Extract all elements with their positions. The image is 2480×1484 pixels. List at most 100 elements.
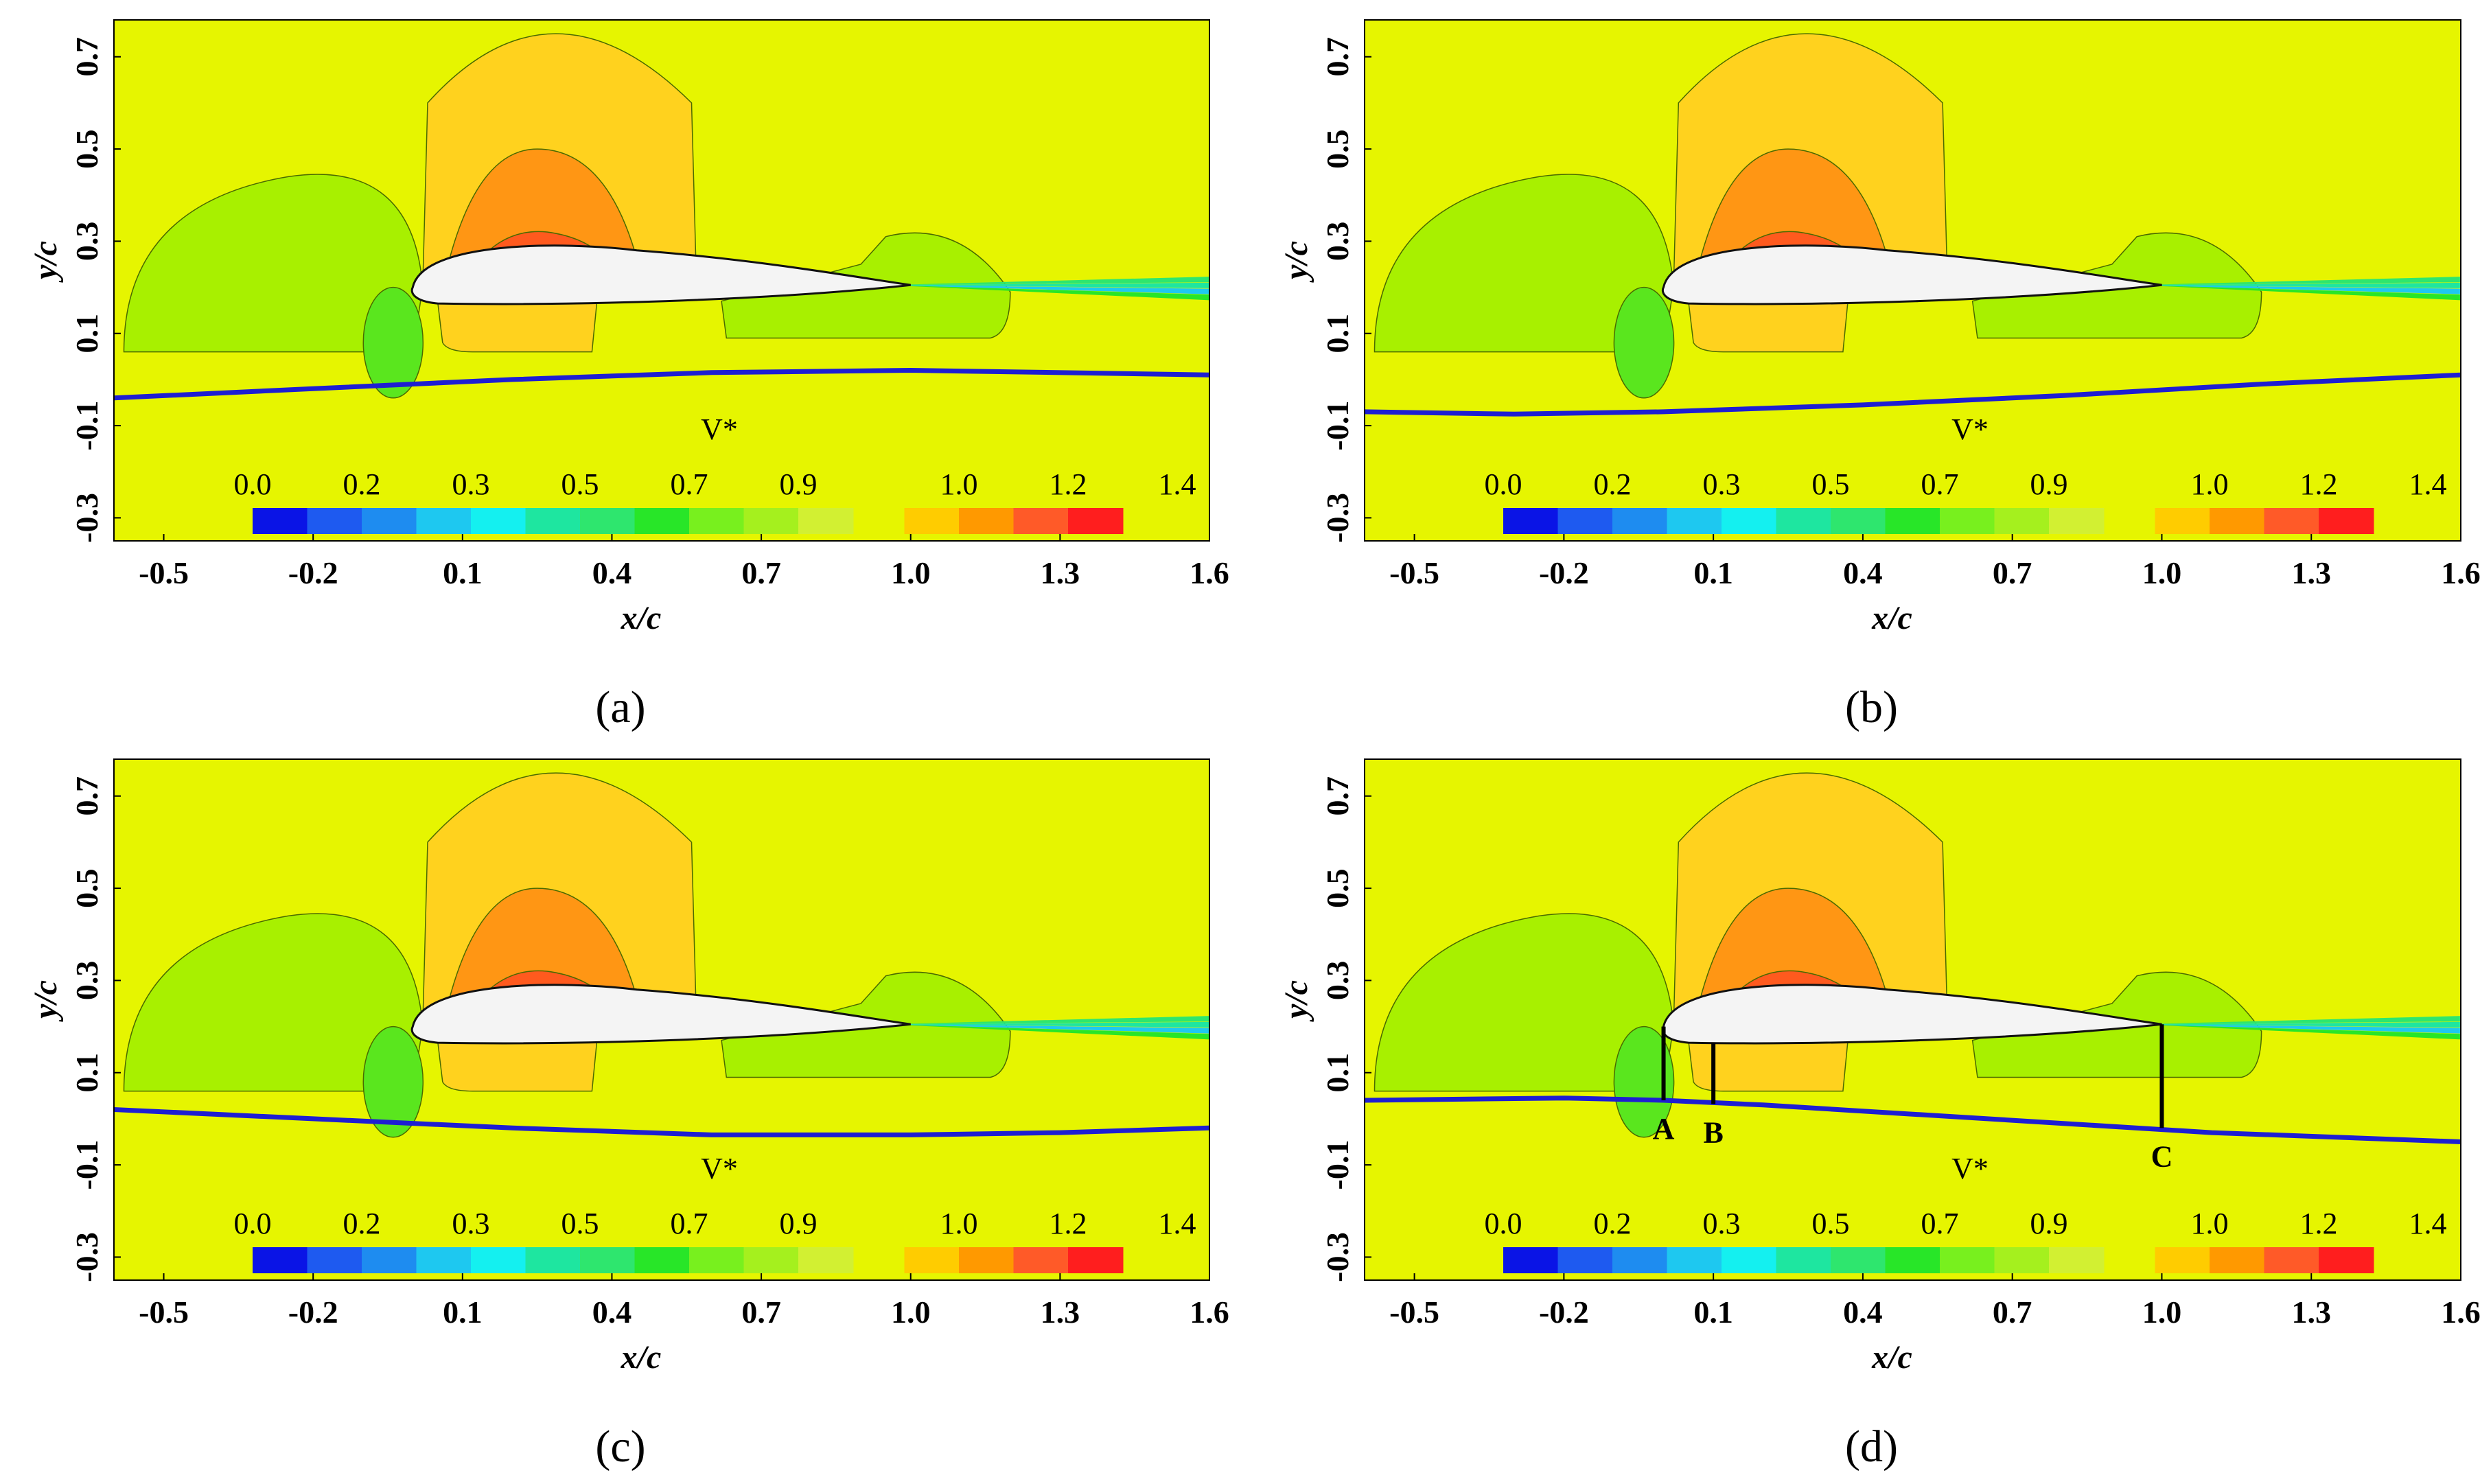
- y-axis-label: y/c: [27, 980, 64, 1022]
- contour-left-bubble: [123, 913, 424, 1092]
- colorbar-segment: [525, 1247, 581, 1273]
- wake-streak: [885, 1016, 1209, 1025]
- colorbar-tick-label: 0.3: [1703, 467, 1741, 501]
- colorbar-tick-label: 0.0: [1485, 467, 1522, 501]
- colorbar-title: V*: [701, 413, 738, 446]
- x-tick-label: 0.7: [1993, 555, 2032, 590]
- x-tick-label: 0.4: [592, 1295, 632, 1330]
- y-axis-label: y/c: [27, 241, 64, 283]
- colorbar-tick-label: 1.4: [1159, 467, 1196, 501]
- colorbar-segment: [904, 508, 960, 534]
- contour-field: [114, 20, 1209, 541]
- airfoil-shape: [410, 984, 911, 1045]
- colorbar-segment: [2049, 508, 2105, 534]
- colorbar-segment: [2210, 508, 2265, 534]
- wake-streak: [2137, 285, 2461, 301]
- y-tick-label: -0.3: [1320, 1232, 1355, 1282]
- x-tick-label: 1.6: [2441, 1295, 2480, 1330]
- y-tick-label: 0.1: [69, 314, 104, 353]
- colorbar-segment: [1722, 508, 1777, 534]
- wake-streak: [2137, 1024, 2461, 1040]
- colorbar-segment: [307, 508, 362, 534]
- y-axis-label: y/c: [1278, 980, 1314, 1022]
- surface-line: [1365, 1095, 2461, 1144]
- colorbar-segment: [1940, 508, 1995, 534]
- x-tick-label: -0.5: [1389, 555, 1439, 590]
- colorbar-segment: [1776, 508, 1831, 534]
- wake-streak: [2137, 1024, 2461, 1034]
- colorbar-tick-label: 1.2: [2300, 467, 2338, 501]
- colorbar-segment: [362, 508, 417, 534]
- y-tick-label: 0.7: [69, 37, 104, 77]
- contour-lower-block: [1687, 300, 1849, 353]
- wake-streak: [885, 1021, 1209, 1028]
- colorbar-tick-label: 0.5: [1812, 467, 1850, 501]
- surface-line: [1365, 372, 2461, 417]
- x-tick-label: 0.4: [592, 555, 632, 590]
- y-tick-label: 0.5: [69, 129, 104, 169]
- colorbar-tick-label: 1.2: [1050, 1207, 1087, 1240]
- plot-frame: [1364, 19, 2461, 542]
- colorbar-tick-label: 0.3: [452, 467, 490, 501]
- x-tick-label: 1.0: [891, 1295, 931, 1330]
- colorbar-tick-label: 0.2: [1594, 467, 1632, 501]
- x-tick-label: 0.1: [1693, 555, 1733, 590]
- colorbar-segment: [1013, 1247, 1069, 1273]
- colorbar-segment: [1831, 1247, 1886, 1273]
- colorbar-tick-label: 1.0: [940, 467, 978, 501]
- airfoil-shape: [410, 244, 911, 305]
- chart-panel-b: V* 0.0 0.2 0.3 0.5 0.7 0.9 1.0 1.2 1.4 -0.5 -0.2 0.1…: [1278, 19, 2480, 732]
- colorbar-tick-label: 0.7: [671, 1207, 708, 1240]
- colorbar-segment: [689, 508, 745, 534]
- colorbar-segment: [1503, 508, 1559, 534]
- colorbar-segment: [362, 1247, 417, 1273]
- panel-label: (b): [1845, 682, 1898, 732]
- x-tick-label: 1.0: [2142, 555, 2182, 590]
- x-tick-label: -0.5: [139, 1295, 189, 1330]
- colorbar-tick-label: 0.7: [671, 467, 708, 501]
- x-tick-label: 0.4: [1843, 555, 1883, 590]
- colorbar-segment: [580, 508, 636, 534]
- y-tick-label: -0.1: [1320, 1140, 1355, 1190]
- colorbar-segment: [2155, 508, 2210, 534]
- colorbar-segment: [253, 1247, 308, 1273]
- y-tick-label: -0.3: [1320, 493, 1355, 543]
- y-tick-label: -0.3: [69, 493, 104, 543]
- colorbar-segment: [253, 508, 308, 534]
- colorbar-tick-label: 1.0: [2191, 1207, 2229, 1240]
- colorbar-segment: [471, 508, 526, 534]
- marker-label-c: C: [2151, 1139, 2173, 1173]
- x-tick-label: 0.7: [741, 1295, 781, 1330]
- contour-stagnation-core: [1613, 286, 1675, 399]
- contour-left-bubble: [123, 174, 424, 353]
- x-axis-label: x/c: [1871, 600, 1912, 636]
- y-tick-label: 0.1: [69, 1053, 104, 1093]
- y-tick-label: 0.5: [1320, 868, 1355, 908]
- colorbar-segment: [634, 1247, 690, 1273]
- colorbar-segment: [2319, 508, 2374, 534]
- x-tick-label: 1.6: [1190, 1295, 1229, 1330]
- colorbar-tick-label: 0.3: [452, 1207, 490, 1240]
- surface-line: [114, 1107, 1209, 1137]
- chart-panel-d: A B C V* 0.0 0.2 0.3 0.5 0.7 0.9 1.0 1.2 1.4 -0.5 -0.2…: [1278, 758, 2480, 1472]
- airfoil-shape: [1662, 244, 2162, 305]
- contour-field: [1365, 20, 2461, 541]
- y-tick-label: 0.7: [1320, 37, 1355, 77]
- x-tick-label: 0.1: [443, 1295, 483, 1330]
- colorbar-segment: [1940, 1247, 1995, 1273]
- chart-panel-a: V* 0.0 0.2 0.3 0.5 0.7 0.9 1.0 1.2 1.4 -0.5 -0.2 0.1…: [27, 19, 1229, 732]
- y-tick-label: 0.1: [1320, 1053, 1355, 1093]
- colorbar-segment: [959, 1247, 1015, 1273]
- colorbar-segment: [689, 1247, 745, 1273]
- colorbar-segment: [307, 1247, 362, 1273]
- colorbar-segment: [2264, 508, 2319, 534]
- contour-lower-block: [1687, 1039, 1849, 1092]
- x-tick-label: 0.1: [1693, 1295, 1733, 1330]
- wake-streak: [885, 277, 1209, 286]
- colorbar-tick-label: 1.4: [2409, 467, 2447, 501]
- contour-left-bubble: [1374, 913, 1674, 1092]
- wake-streak: [2137, 1016, 2461, 1025]
- colorbar-segment: [2049, 1247, 2105, 1273]
- colorbar-segment: [580, 1247, 636, 1273]
